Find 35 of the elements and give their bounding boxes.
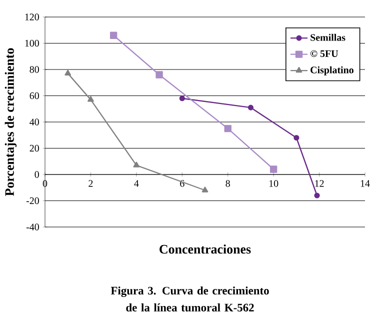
point [248,104,254,110]
y-tick-label: 100 [25,40,39,47]
point [64,70,72,76]
point [156,71,163,78]
y-axis-title: Porcentajes de crecimiento [4,48,17,196]
point [110,32,118,39]
legend-label: © 5FU [310,50,338,57]
y-tick-label: 60 [30,92,39,100]
x-tick-label: 8 [226,180,230,187]
text: Figura 3. Curva de crecimiento de la línea tumoral K-562 [110,286,269,312]
x-tick-label: 14 [360,180,370,187]
y-tick-label: 20 [30,144,39,152]
legend-label: Semillas [310,34,346,41]
point [133,162,140,168]
x-tick-label: 0 [42,180,48,187]
point [270,166,278,173]
x-tick-label: 4 [134,180,139,187]
y-tick-label: 0 [34,171,39,178]
legend-label: Cisplatino [310,66,354,76]
point [88,96,94,102]
point [202,186,208,192]
y-tick-label: -40 [26,224,39,230]
point [224,124,232,132]
y-tick-label: -20 [26,197,39,204]
x-tick-label: 2 [88,180,93,187]
y-tick-label: 40 [30,118,39,126]
y-tick-label: 120 [25,14,39,20]
point [294,134,300,141]
x-tick-label: 12 [315,180,324,187]
y-tick-label: 80 [30,66,39,73]
point [179,96,185,102]
x-tick-label: 10 [269,180,278,187]
x-tick-label: 6 [180,180,184,187]
point [314,192,320,198]
x-axis-title: Concentraciones [160,244,251,254]
